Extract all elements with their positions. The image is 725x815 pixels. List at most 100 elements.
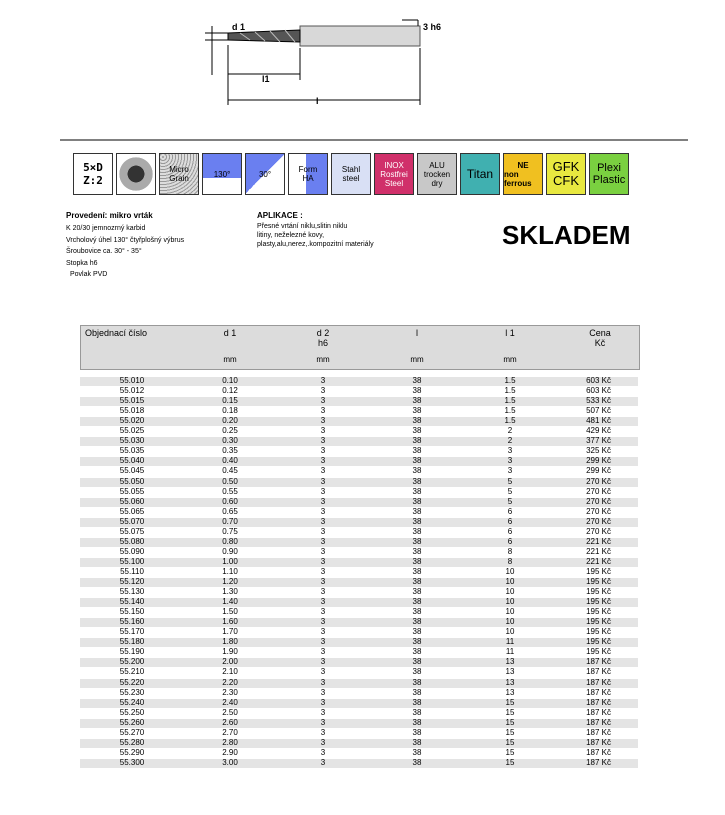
table-cell: 1.5 xyxy=(504,396,516,406)
icon-text: Form xyxy=(298,165,318,174)
table-cell: 55.150 xyxy=(119,607,145,617)
row-bg xyxy=(80,477,638,487)
table-cell: 15 xyxy=(505,707,515,717)
header-cell: d 1 xyxy=(223,328,237,338)
table-cell: 221 Kč xyxy=(586,536,611,546)
table-cell: 38 xyxy=(412,647,422,657)
icon-text: Micro xyxy=(169,165,189,174)
table-cell: 38 xyxy=(412,426,422,436)
application-line: plasty,alu,nerez,.kompozitní materiály xyxy=(257,241,374,248)
table-cell: 38 xyxy=(412,476,422,486)
table-cell: 3 xyxy=(320,707,326,717)
table-cell: 55.110 xyxy=(120,566,144,576)
table-cell: 10 xyxy=(505,577,515,586)
table-cell: 38 xyxy=(412,637,422,647)
table-cell: 13 xyxy=(505,687,515,697)
table-cell: 55.018 xyxy=(119,406,145,416)
icon-text: INOX xyxy=(384,160,404,170)
table-cell: 3 xyxy=(320,747,326,757)
row-bg xyxy=(80,748,638,758)
table-cell: 0.70 xyxy=(222,516,238,526)
table-cell: 15 xyxy=(505,717,515,727)
table-cell: 2.20 xyxy=(222,677,238,687)
description-line: Vrcholový úhel 130° čtyřplošný výbrus xyxy=(66,236,185,244)
row-bg xyxy=(80,698,638,708)
table-cell: 195 Kč xyxy=(586,637,611,647)
table-cell: 0.12 xyxy=(222,386,238,396)
table-cell: 2.10 xyxy=(222,667,238,677)
icon: ALU trocken dry xyxy=(417,153,457,195)
table-cell: 6 xyxy=(507,506,513,516)
table-cell: 55.260 xyxy=(119,717,145,727)
row-bg xyxy=(80,758,638,768)
icon-text: Plastic xyxy=(592,174,626,186)
table-cell: 38 xyxy=(412,546,422,556)
icon-text: Rostfrei xyxy=(380,169,408,179)
table-cell: 10 xyxy=(505,607,515,617)
table-cell: 1.5 xyxy=(504,376,516,385)
table-cell: 55.015 xyxy=(119,396,145,406)
unit-cell: mm xyxy=(410,355,424,364)
table-cell: 3 xyxy=(320,757,326,767)
row-bg xyxy=(80,447,638,457)
icon-text: Steel xyxy=(384,178,404,188)
table-cell: 3 xyxy=(320,436,326,446)
table-cell: 0.35 xyxy=(222,446,238,456)
table-cell: 38 xyxy=(412,697,422,707)
table-cell: 5 xyxy=(507,496,513,506)
table-cell: 0.15 xyxy=(222,396,238,406)
table-cell: 603 Kč xyxy=(586,386,611,396)
table-cell: 187 Kč xyxy=(586,717,611,727)
row-bg xyxy=(80,598,638,608)
table-cell: 3 xyxy=(320,466,326,476)
table-cell: 270 Kč xyxy=(586,476,611,486)
table-cell: 38 xyxy=(412,446,422,456)
table-cell: 38 xyxy=(412,667,422,677)
icon-text: 5×D xyxy=(83,161,103,174)
table-cell: 3 xyxy=(320,687,326,697)
table-cell: 3 xyxy=(320,577,326,586)
row-bg xyxy=(80,467,638,477)
icon: GFK CFK xyxy=(546,153,586,195)
table-cell: 3 xyxy=(320,486,326,496)
table-cell: 8 xyxy=(507,556,513,566)
application-line: Přesné vrtání niklu,slitin niklu xyxy=(257,223,348,230)
row-bg xyxy=(80,377,638,386)
header-cell: Objednací číslo xyxy=(85,328,148,338)
table-cell: 3 xyxy=(320,697,326,707)
icon-text: GFK xyxy=(552,159,580,174)
table-cell: 55.200 xyxy=(119,657,145,667)
table-cell: 3 xyxy=(320,496,326,506)
header-cell: h6 xyxy=(317,338,328,348)
table-cell: 15 xyxy=(505,757,515,767)
table-cell: 0.65 xyxy=(222,506,238,516)
table-cell: 38 xyxy=(412,496,422,506)
table-cell: 2 xyxy=(507,436,513,446)
table-cell: 10 xyxy=(505,566,515,576)
drill-drawing: d 1 3 h6 l1 l xyxy=(60,19,688,141)
table-cell: 38 xyxy=(412,587,422,597)
icon-text: Plexi xyxy=(597,162,621,174)
table-cell: 11 xyxy=(505,647,515,657)
table-cell: 3 xyxy=(507,466,513,476)
table-cell: 3 xyxy=(320,406,326,416)
icon: Stahl steel xyxy=(331,153,371,195)
row-bg xyxy=(80,487,638,497)
table-cell: 38 xyxy=(412,396,422,406)
table-cell: 0.45 xyxy=(222,466,238,476)
table-cell: 1.90 xyxy=(222,647,238,657)
row-bg xyxy=(80,668,638,678)
table-cell: 1.20 xyxy=(222,577,238,586)
table-cell: 38 xyxy=(412,536,422,546)
table-cell: 221 Kč xyxy=(586,556,611,566)
description-line: Stopka h6 xyxy=(66,259,98,267)
table-cell: 38 xyxy=(412,657,422,667)
row-bg xyxy=(80,738,638,748)
icon-text: trocken xyxy=(423,169,451,179)
table-cell: 195 Kč xyxy=(586,617,611,627)
table-cell: 55.270 xyxy=(119,727,145,737)
row-bg xyxy=(80,427,638,437)
table-cell: 0.55 xyxy=(222,486,238,496)
icon: Plexi Plastic xyxy=(589,153,629,195)
table-cell: 38 xyxy=(412,506,422,516)
